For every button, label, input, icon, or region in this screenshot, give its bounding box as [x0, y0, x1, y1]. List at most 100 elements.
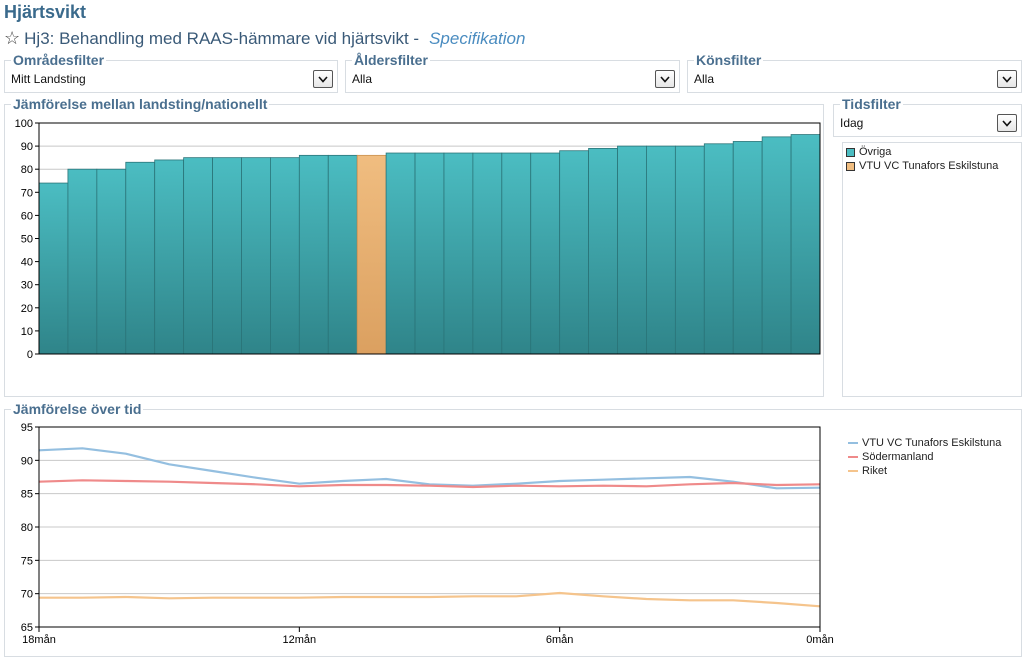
area-filter-select[interactable]: Mitt Landsting: [9, 70, 333, 88]
y-tick-label: 60: [21, 210, 33, 222]
chevron-down-icon[interactable]: [997, 114, 1017, 132]
bar-legend: Övriga VTU VC Tunafors Eskilstuna: [846, 145, 998, 173]
bar: [414, 152, 445, 355]
bar: [674, 145, 705, 355]
legend-line: [848, 470, 858, 472]
legend-swatch: [846, 161, 855, 171]
bar: [472, 152, 503, 355]
bar: [732, 141, 763, 355]
specification-link[interactable]: Specifikation: [429, 28, 526, 48]
x-tick-label: 0mån: [806, 634, 834, 646]
bar: [38, 182, 69, 355]
x-tick-label: 6mån: [546, 634, 574, 646]
y-tick-label: 80: [21, 522, 33, 534]
bar: [96, 168, 127, 355]
y-tick-label: 65: [21, 622, 33, 634]
time-filter-select[interactable]: Idag: [838, 114, 1017, 132]
bar: [183, 157, 213, 355]
bar: [67, 168, 98, 355]
bar-highlight: [356, 154, 387, 355]
bar: [703, 143, 734, 355]
legend-item-ovriga: Övriga: [846, 145, 998, 159]
bar: [761, 136, 792, 355]
legend-item-sodermanland: Södermanland: [848, 450, 1001, 464]
y-tick-label: 90: [21, 455, 33, 467]
y-tick-label: 90: [21, 141, 33, 153]
bar: [270, 157, 300, 355]
bar: [298, 154, 329, 355]
y-tick-label: 0: [27, 349, 33, 361]
bar-chart: 0 10 20 30 40 50 60 70 80 90 100: [15, 118, 821, 361]
legend-label: VTU VC Tunafors Eskilstuna: [859, 160, 999, 172]
bar: [125, 161, 156, 355]
bar: [617, 145, 647, 355]
chevron-down-icon[interactable]: [655, 70, 675, 88]
indicator-heading: ☆ Hj3: Behandling med RAAS-hämmare vid h…: [4, 28, 525, 49]
area-filter-panel: Områdesfilter Mitt Landsting: [4, 52, 338, 93]
y-tick-label: 95: [21, 422, 33, 434]
area-filter-label: Områdesfilter: [11, 52, 107, 68]
bar: [154, 159, 185, 355]
y-tick-label: 50: [21, 234, 33, 246]
legend-line: [848, 456, 858, 458]
line-chart-panel: Jämförelse över tid 65 70 75 80 85 90 95 18mån 1…: [4, 401, 1022, 657]
plot-frame: [38, 122, 821, 355]
bar: [790, 134, 821, 355]
bar-chart-title: Jämförelse mellan landsting/nationellt: [11, 96, 270, 112]
favorite-star-icon[interactable]: ☆: [4, 28, 21, 48]
chevron-down-icon[interactable]: [313, 70, 333, 88]
y-tick-label: 70: [21, 187, 33, 199]
time-filter-value: Idag: [840, 116, 864, 130]
y-tick-label: 30: [21, 280, 33, 292]
legend-item-riket: Riket: [848, 464, 1001, 478]
bar: [588, 148, 618, 355]
bar: [559, 150, 589, 355]
x-tick-label: 18mån: [22, 634, 56, 646]
legend-label: Södermanland: [862, 451, 934, 463]
gender-filter-select[interactable]: Alla: [692, 70, 1017, 88]
legend-label: Övriga: [859, 146, 892, 158]
legend-line: [848, 442, 858, 444]
line-chart-title: Jämförelse över tid: [11, 401, 144, 417]
series-line-riket: [39, 591, 821, 608]
y-tick-label: 100: [15, 118, 33, 130]
plot-frame: [38, 426, 821, 628]
y-tick-label: 80: [21, 164, 33, 176]
bar: [327, 154, 358, 355]
y-tick-label: 40: [21, 257, 33, 269]
line-legend: VTU VC Tunafors Eskilstuna Södermanland …: [848, 436, 1001, 478]
gender-filter-label: Könsfilter: [694, 52, 764, 68]
age-filter-select[interactable]: Alla: [350, 70, 675, 88]
area-filter-value: Mitt Landsting: [11, 72, 86, 86]
legend-label: Riket: [862, 465, 888, 477]
time-filter-panel: Tidsfilter Idag: [833, 96, 1022, 137]
series-line-unit: [38, 447, 821, 490]
time-filter-label: Tidsfilter: [840, 96, 903, 112]
y-tick-label: 70: [21, 589, 33, 601]
bar: [385, 152, 416, 355]
legend-swatch: [846, 147, 855, 157]
legend-item-unit: VTU VC Tunafors Eskilstuna: [846, 159, 998, 173]
chevron-down-icon[interactable]: [997, 70, 1017, 88]
y-tick-label: 85: [21, 489, 33, 501]
legend-item-unit: VTU VC Tunafors Eskilstuna: [848, 436, 1001, 450]
y-tick-label: 10: [21, 326, 33, 338]
x-tick-label: 12mån: [283, 634, 317, 646]
y-tick-label: 20: [21, 303, 33, 315]
bar: [212, 157, 242, 355]
y-tick-label: 75: [21, 555, 33, 567]
bar-chart-panel: Jämförelse mellan landsting/nationellt 0…: [4, 96, 824, 397]
bar: [501, 152, 532, 355]
line-chart: 65 70 75 80 85 90 95 18mån 12mån 6mån 0mån: [21, 422, 834, 646]
age-filter-label: Åldersfilter: [352, 52, 430, 68]
bar: [241, 157, 271, 355]
bar-legend-panel: [842, 142, 1022, 397]
gender-filter-value: Alla: [694, 72, 715, 86]
gender-filter-panel: Könsfilter Alla: [687, 52, 1022, 93]
bar: [646, 145, 676, 355]
age-filter-value: Alla: [352, 72, 373, 86]
page-title: Hjärtsvikt: [4, 2, 87, 22]
series-line-sodermanland: [38, 479, 821, 489]
indicator-title: Hj3: Behandling med RAAS-hämmare vid hjä…: [24, 28, 420, 48]
legend-label: VTU VC Tunafors Eskilstuna: [862, 437, 1002, 449]
